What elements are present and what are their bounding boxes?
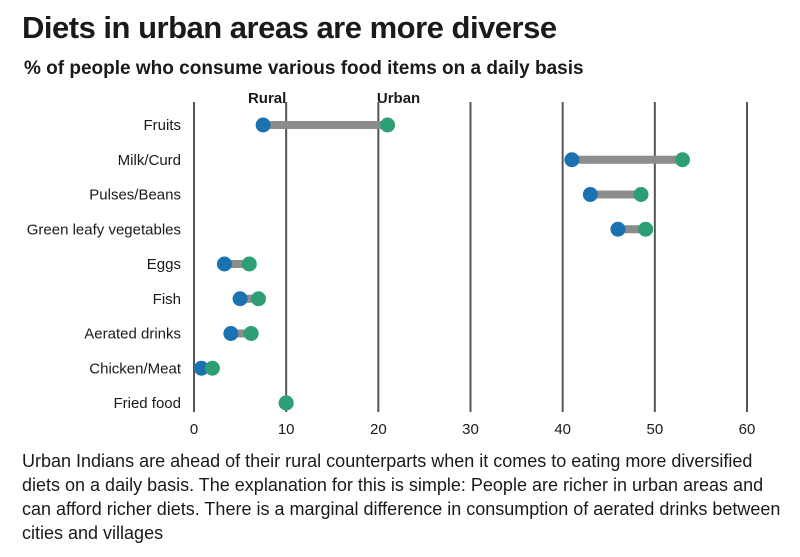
urban-dot-fish bbox=[251, 291, 267, 307]
urban-dot-chicken-meat bbox=[204, 360, 220, 376]
urban-dot-fruits bbox=[380, 117, 396, 133]
urban-dot-milk-curd bbox=[674, 152, 690, 168]
rural-dot-fish bbox=[232, 291, 248, 307]
rural-dot-milk-curd bbox=[564, 152, 580, 168]
category-label-fruits: Fruits bbox=[144, 117, 182, 134]
rural-dot-green-leafy-vegetables bbox=[610, 221, 626, 237]
category-label-eggs: Eggs bbox=[147, 256, 181, 273]
chart-title: Diets in urban areas are more diverse bbox=[22, 10, 557, 45]
rural-dot-pulses-beans bbox=[582, 187, 598, 202]
urban-dot-eggs bbox=[241, 256, 257, 272]
rural-dot-fruits bbox=[255, 117, 271, 133]
urban-dot-green-leafy-vegetables bbox=[638, 221, 654, 237]
x-tick-label-0: 0 bbox=[190, 421, 198, 438]
x-tick-label-60: 60 bbox=[739, 421, 756, 438]
x-tick-label-10: 10 bbox=[278, 421, 295, 438]
category-label-chicken-meat: Chicken/Meat bbox=[89, 360, 182, 377]
category-label-fried-food: Fried food bbox=[113, 395, 181, 412]
category-label-pulses-beans: Pulses/Beans bbox=[89, 187, 181, 204]
category-label-green-leafy-vegetables: Green leafy vegetables bbox=[27, 221, 181, 238]
rural-dot-eggs bbox=[216, 256, 232, 272]
category-label-milk-curd: Milk/Curd bbox=[118, 152, 181, 169]
legend-rural: Rural bbox=[248, 90, 286, 107]
urban-dot-fried-food bbox=[278, 395, 294, 411]
rural-dot-chicken-meat bbox=[193, 360, 209, 376]
urban-dot-pulses-beans bbox=[633, 187, 649, 202]
x-tick-label-50: 50 bbox=[646, 421, 663, 438]
chart-subtitle: % of people who consume various food ite… bbox=[24, 58, 584, 79]
rural-dot-aerated-drinks bbox=[223, 326, 239, 341]
legend-urban: Urban bbox=[377, 90, 420, 107]
dumbbell-chart: 0 10 20 30 40 50 60 Rural Urban Fruits Milk/Curd Pu… bbox=[27, 90, 756, 438]
category-label-aerated-drinks: Aerated drinks bbox=[84, 326, 181, 343]
category-label-fish: Fish bbox=[153, 291, 181, 308]
chart-description: Urban Indians are ahead of their rural c… bbox=[22, 451, 781, 543]
urban-dot-aerated-drinks bbox=[243, 326, 259, 341]
x-tick-label-30: 30 bbox=[462, 421, 479, 438]
x-tick-label-40: 40 bbox=[554, 421, 571, 438]
x-tick-label-20: 20 bbox=[370, 421, 387, 438]
